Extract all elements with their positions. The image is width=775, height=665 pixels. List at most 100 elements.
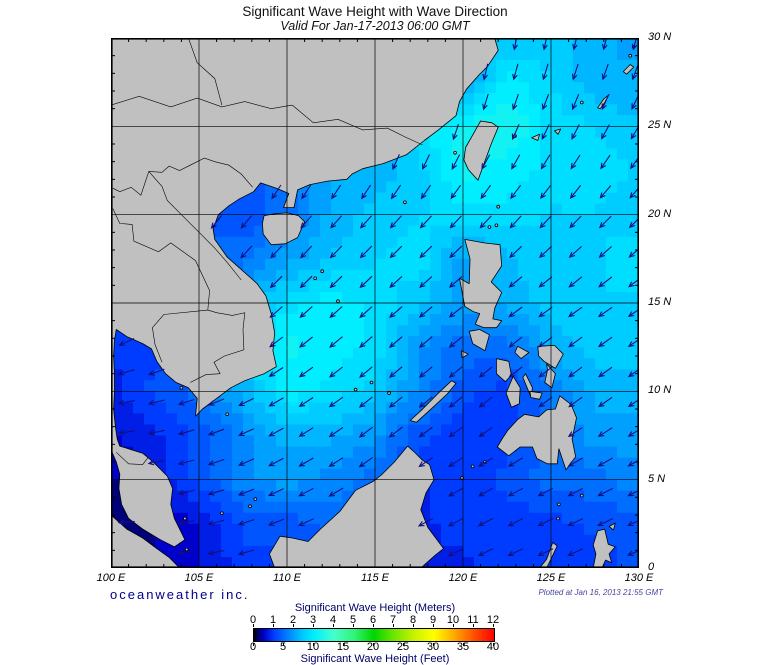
wave-arrow (598, 276, 613, 288)
meters-tick-mark (353, 624, 354, 627)
landmass-sumatra (111, 514, 180, 568)
meters-tick-mark (273, 624, 274, 627)
feet-tick-label: 10 (306, 641, 320, 653)
wave-arrow (631, 63, 639, 81)
wave-arrow (478, 426, 493, 438)
wave-arrow (300, 215, 313, 229)
wave-arrow (482, 63, 489, 81)
inland-border (292, 104, 423, 146)
wave-arrow (537, 487, 554, 497)
landmass-hainan (262, 212, 305, 246)
wave-arrow (601, 63, 609, 81)
meters-tick-mark (253, 624, 254, 627)
inland-border (116, 452, 149, 465)
wave-arrow (117, 399, 135, 406)
wave-arrow (481, 154, 491, 170)
meters-tick-label: 9 (429, 614, 437, 626)
y-tick-label: 30 N (648, 31, 672, 43)
islet (470, 464, 475, 469)
wave-arrow (478, 457, 493, 467)
wave-arrow (299, 275, 313, 289)
feet-tick-mark (343, 643, 344, 646)
country-borders (111, 38, 423, 465)
wave-arrow (268, 427, 284, 437)
legend-meters-title: Significant Wave Height (Meters) (294, 602, 456, 614)
landmass-miyako (554, 128, 562, 135)
wave-arrow (358, 396, 373, 408)
feet-tick-mark (373, 643, 374, 646)
wave-arrow (512, 63, 519, 81)
islet (453, 151, 457, 155)
y-tick-label: 10 N (648, 384, 672, 397)
wave-arrow (570, 154, 581, 170)
meters-tick-label: 5 (349, 614, 357, 626)
landmass-borneo (269, 445, 444, 568)
islet (225, 412, 229, 417)
feet-tick-mark (403, 643, 404, 646)
meters-tick-label: 4 (329, 614, 337, 626)
x-tick-label: 120 E (448, 572, 478, 584)
grid-layer (111, 38, 639, 568)
wave-arrow (448, 426, 463, 438)
wave-arrow (298, 397, 314, 407)
x-tick-label: 125 E (536, 572, 566, 584)
wave-arrow (389, 336, 403, 348)
meters-tick-mark (293, 624, 294, 627)
wave-arrow (507, 457, 523, 467)
meters-tick-label: 12 (486, 614, 500, 626)
feet-tick-mark (313, 643, 314, 646)
wave-arrow (208, 398, 225, 406)
wave-arrow (477, 517, 494, 527)
wave-arrow (542, 63, 549, 81)
wave-arrow (117, 519, 135, 526)
feet-tick-label: 0 (249, 641, 257, 653)
wave-arrow (298, 366, 314, 378)
y-tick-label: 5 N (648, 472, 666, 485)
meters-tick-label: 8 (409, 614, 417, 626)
wave-arrow (299, 336, 313, 348)
wave-arrow (600, 154, 611, 170)
wave-arrow (388, 426, 403, 438)
chart-subtitle: Valid For Jan-17-2013 06:00 GMT (280, 19, 470, 33)
wave-arrow (418, 426, 433, 438)
wave-arrow (268, 488, 284, 496)
wave-arrow (389, 275, 403, 289)
wave-arrow (147, 399, 165, 406)
legend-meters-ticks: 0 1 2 3 4 5 6 7 8 9 10 11 12 (250, 614, 499, 626)
meters-tick-label: 3 (309, 614, 317, 626)
islet (220, 511, 224, 516)
wave-arrow (117, 369, 135, 376)
wave-arrow (627, 368, 639, 378)
wave-arrow (477, 548, 494, 557)
wave-arrow (509, 245, 522, 259)
wave-arrow (177, 519, 195, 526)
wave-arrow (298, 457, 314, 467)
wave-arrow (627, 308, 639, 318)
wave-arrow (450, 184, 462, 200)
wave-arrow (147, 459, 165, 466)
wave-arrow (568, 306, 583, 318)
wave-arrow (238, 397, 254, 406)
wave-arrow (418, 366, 433, 378)
wave-arrow (240, 245, 253, 259)
wave-arrow (268, 397, 284, 407)
wave-arrow (207, 428, 225, 436)
wave-arrow (271, 184, 282, 200)
feet-tick-label: 25 (396, 641, 410, 653)
wave-arrow (177, 459, 195, 466)
wave-arrow (452, 123, 460, 141)
islet (557, 502, 561, 507)
wave-arrow (567, 548, 584, 557)
wave-arrow (328, 426, 344, 438)
wave-arrow (298, 487, 314, 497)
wave-arrow (238, 458, 255, 466)
wave-arrow (448, 336, 463, 348)
wave-arrow (328, 396, 344, 408)
meters-tick-mark (493, 624, 494, 627)
y-tick-label: 25 N (648, 119, 672, 132)
wave-arrow (359, 306, 373, 319)
meters-tick-label: 7 (389, 614, 397, 626)
wave-arrow (478, 366, 493, 378)
wave-arrow (537, 548, 554, 557)
